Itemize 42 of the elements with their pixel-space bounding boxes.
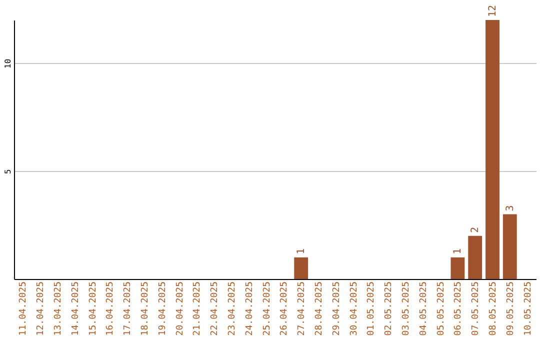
x-tick-label: 21.04.2025 xyxy=(192,282,203,336)
bar xyxy=(502,214,517,279)
bar xyxy=(294,257,308,279)
x-tick-label: 19.04.2025 xyxy=(158,282,168,336)
x-tick-label: 30.04.2025 xyxy=(349,282,360,336)
data-label: 2 xyxy=(470,226,482,233)
x-tick-label: 07.05.2025 xyxy=(471,282,482,336)
x-tick-label: 24.04.2025 xyxy=(244,282,255,336)
bar xyxy=(450,257,465,279)
x-tick-label: 16.04.2025 xyxy=(106,282,116,336)
x-tick-label: 26.04.2025 xyxy=(280,282,290,336)
data-label: 12 xyxy=(488,4,498,17)
x-tick-label: 09.05.2025 xyxy=(506,282,516,336)
y-tick-label: 10 xyxy=(4,58,12,68)
x-tick-label: 08.05.2025 xyxy=(488,282,498,336)
x-tick-label: 15.04.2025 xyxy=(88,282,98,336)
x-tick-label: 25.04.2025 xyxy=(262,282,272,336)
x-tick-label: 12.04.2025 xyxy=(36,282,46,336)
x-tick-label: 11.04.2025 xyxy=(18,282,29,336)
x-tick-label: 27.04.2025 xyxy=(297,282,308,336)
x-tick-label: 20.04.2025 xyxy=(175,282,186,336)
x-tick-label: 14.04.2025 xyxy=(70,282,81,336)
bar xyxy=(468,236,482,279)
x-tick-label: 13.04.2025 xyxy=(54,282,64,336)
x-tick-label: 01.05.2025 xyxy=(366,282,377,336)
bar xyxy=(486,20,500,279)
x-tick-label: 03.05.2025 xyxy=(402,282,412,336)
x-tick-label: 28.04.2025 xyxy=(314,282,324,336)
data-label: 1 xyxy=(452,248,464,254)
data-label: 3 xyxy=(504,205,516,212)
x-tick-label: 23.04.2025 xyxy=(228,282,238,336)
x-tick-label: 02.05.2025 xyxy=(384,282,394,336)
y-tick-label: 5 xyxy=(4,168,12,174)
x-tick-label: 05.05.2025 xyxy=(436,282,446,336)
x-tick-label: 17.04.2025 xyxy=(123,282,134,336)
x-tick-label: 29.04.2025 xyxy=(332,282,342,336)
data-label: 1 xyxy=(296,248,308,254)
x-tick-label: 22.04.2025 xyxy=(210,282,220,336)
x-tick-label: 04.05.2025 xyxy=(418,282,429,336)
x-tick-label: 18.04.2025 xyxy=(140,282,150,336)
x-tick-label: 10.05.2025 xyxy=(523,282,534,336)
x-tick-label: 06.05.2025 xyxy=(454,282,464,336)
